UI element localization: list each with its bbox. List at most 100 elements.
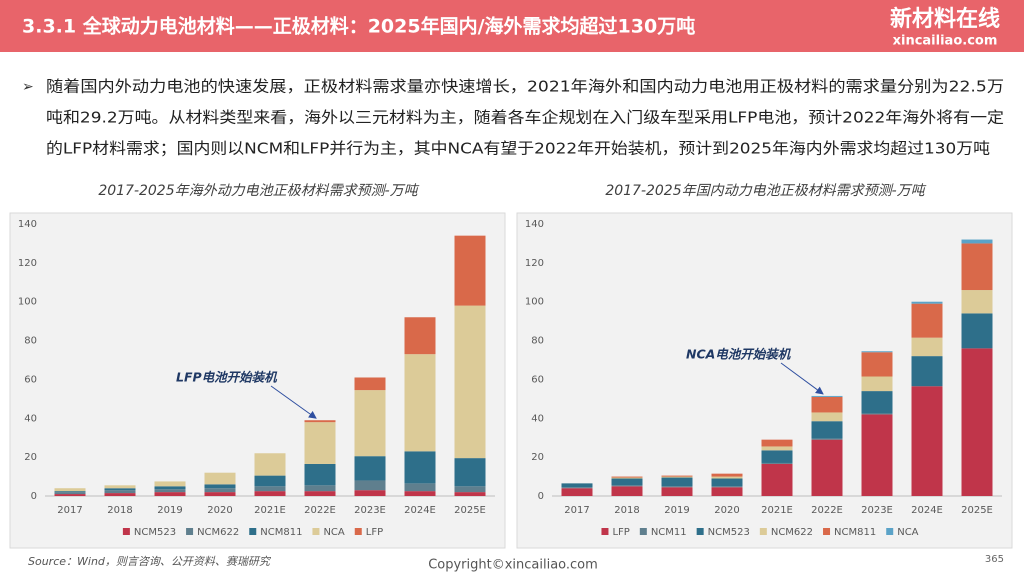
bar-segment bbox=[404, 317, 436, 355]
bar-segment bbox=[861, 414, 893, 496]
legend-swatch bbox=[823, 528, 831, 535]
bar-segment bbox=[354, 456, 386, 481]
x-tick-label: 2021E bbox=[254, 505, 286, 516]
bar-segment bbox=[254, 475, 286, 487]
bar-segment bbox=[404, 354, 436, 452]
bar-segment bbox=[911, 337, 943, 357]
bar-segment bbox=[711, 473, 743, 477]
x-tick-label: 2022E bbox=[811, 505, 843, 516]
y-tick-label: 0 bbox=[31, 491, 37, 502]
copyright: Copyright©xincailiao.com bbox=[428, 558, 598, 573]
legend-swatch bbox=[186, 528, 194, 535]
bar-segment bbox=[661, 487, 693, 496]
logo-url: xincailiao.com bbox=[893, 34, 998, 49]
legend-swatch bbox=[639, 528, 647, 535]
bar-segment bbox=[154, 492, 186, 496]
bar-segment bbox=[354, 480, 386, 491]
bar-segment bbox=[454, 235, 486, 306]
bar-segment bbox=[611, 477, 643, 479]
bar-segment bbox=[811, 412, 843, 422]
legend-label: NCA bbox=[323, 527, 344, 538]
bar-segment bbox=[661, 475, 693, 477]
bar-segment bbox=[711, 478, 743, 487]
bar-segment bbox=[454, 305, 486, 459]
y-tick-label: 100 bbox=[18, 297, 37, 308]
x-tick-label: 2017 bbox=[564, 505, 589, 516]
legend-swatch bbox=[312, 528, 320, 535]
bullet-marker: ➢ bbox=[22, 79, 34, 95]
y-tick-label: 0 bbox=[538, 491, 544, 502]
bar-segment bbox=[761, 446, 793, 451]
bar-segment bbox=[711, 476, 743, 479]
legend-swatch bbox=[696, 528, 704, 535]
bar-segment bbox=[861, 413, 893, 415]
legend-swatch bbox=[601, 528, 609, 535]
x-tick-label: 2018 bbox=[107, 505, 132, 516]
x-tick-label: 2019 bbox=[157, 505, 182, 516]
bar-segment bbox=[611, 478, 643, 486]
annotation-arrow bbox=[270, 385, 317, 419]
bullet-line: 的LFP材料需求；国内则以NCM和LFP并行为主，其中NCA有望于2022年开始… bbox=[46, 140, 990, 158]
bar-segment bbox=[861, 352, 893, 377]
bar-segment bbox=[354, 390, 386, 457]
x-tick-label: 2025E bbox=[961, 505, 993, 516]
y-tick-label: 60 bbox=[24, 374, 37, 385]
annotation: LFP电池开始装机 bbox=[176, 370, 278, 385]
bar-segment bbox=[611, 486, 643, 496]
bar-segment bbox=[54, 492, 86, 495]
legend-swatch bbox=[886, 528, 894, 535]
bar-segment bbox=[661, 486, 693, 488]
bar-segment bbox=[961, 348, 993, 496]
bar-segment bbox=[661, 477, 693, 487]
bar-segment bbox=[911, 303, 943, 338]
bar-segment bbox=[911, 386, 943, 496]
x-tick-label: 2019 bbox=[664, 505, 689, 516]
legend-label: NCM811 bbox=[834, 527, 876, 538]
x-tick-label: 2023E bbox=[861, 505, 893, 516]
bar-segment bbox=[861, 391, 893, 414]
x-tick-label: 2018 bbox=[614, 505, 639, 516]
bar-segment bbox=[404, 491, 436, 496]
x-tick-label: 2020 bbox=[207, 505, 232, 516]
legend-swatch bbox=[249, 528, 257, 535]
chart-title: 2017-2025年海外动力电池正极材料需求预测-万吨 bbox=[98, 183, 419, 199]
bar-segment bbox=[961, 290, 993, 314]
bar-segment bbox=[404, 483, 436, 492]
bar-segment bbox=[154, 486, 186, 490]
bar-segment bbox=[561, 487, 593, 489]
legend-label: NCM11 bbox=[651, 527, 687, 538]
bar-segment bbox=[204, 484, 236, 489]
bar-segment bbox=[104, 488, 136, 491]
bar-segment bbox=[354, 377, 386, 391]
bar-segment bbox=[154, 481, 186, 487]
bar-segment bbox=[911, 356, 943, 387]
x-tick-label: 2020 bbox=[714, 505, 739, 516]
y-tick-label: 140 bbox=[525, 219, 544, 230]
bar-segment bbox=[811, 395, 843, 397]
legend-label: NCM622 bbox=[771, 527, 813, 538]
x-tick-label: 2017 bbox=[57, 505, 82, 516]
bullet-line: 吨和29.2万吨。从材料类型来看，海外以三元材料为主，随着各车企规划在入门级车型… bbox=[46, 109, 1004, 127]
bar-segment bbox=[454, 486, 486, 493]
bar-segment bbox=[204, 472, 236, 485]
bar-segment bbox=[254, 491, 286, 496]
y-tick-label: 40 bbox=[531, 413, 544, 424]
bar-segment bbox=[254, 486, 286, 492]
bar-segment bbox=[811, 439, 843, 496]
legend-label: NCM523 bbox=[134, 527, 176, 538]
bar-segment bbox=[761, 463, 793, 496]
bar-segment bbox=[561, 483, 593, 488]
x-tick-label: 2024E bbox=[404, 505, 436, 516]
bar-segment bbox=[761, 450, 793, 463]
bar-segment bbox=[104, 485, 136, 489]
legend-label: NCM523 bbox=[708, 527, 750, 538]
bar-segment bbox=[354, 490, 386, 496]
bar-segment bbox=[304, 491, 336, 496]
y-tick-label: 20 bbox=[531, 452, 544, 463]
y-tick-label: 20 bbox=[24, 452, 37, 463]
y-tick-label: 80 bbox=[531, 336, 544, 347]
x-tick-label: 2023E bbox=[354, 505, 386, 516]
logo: 新材料在线 bbox=[890, 6, 1000, 32]
